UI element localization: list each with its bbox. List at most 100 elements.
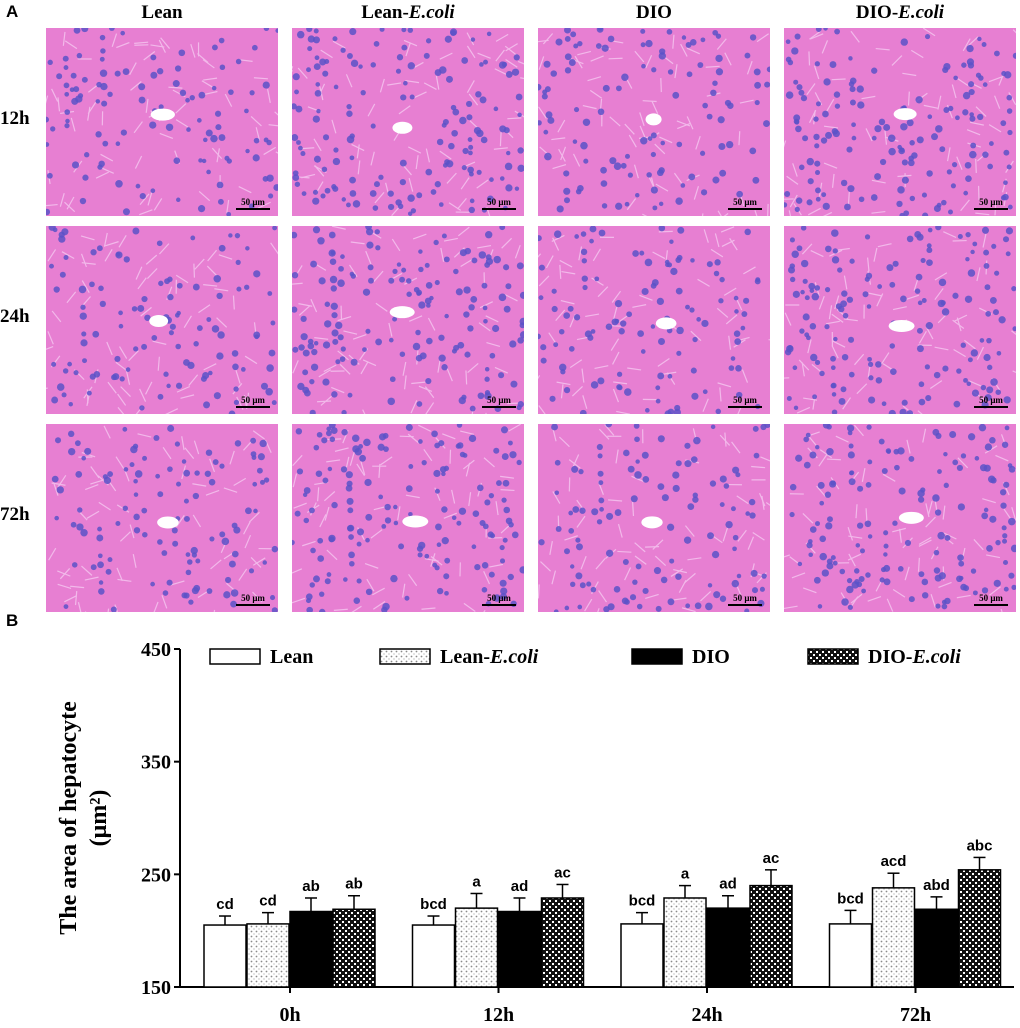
micrograph-72h-col2: 50 μm (292, 424, 524, 612)
legend-label-italic: E.coli (489, 646, 539, 668)
tissue-section (292, 226, 524, 414)
significance-label: ac (763, 850, 780, 867)
significance-label: abc (967, 837, 993, 854)
bar (411, 924, 456, 988)
micrograph-72h-col4: 50 μm (784, 424, 1016, 612)
bar (620, 923, 664, 988)
scale-bar-label: 50 μm (979, 197, 1003, 207)
significance-label: bcd (837, 890, 864, 907)
scale-bar-line (236, 406, 270, 408)
micrograph-12h-col1: 50 μm (46, 28, 278, 216)
scale-bar-label: 50 μm (241, 395, 265, 405)
tissue-section (784, 424, 1016, 612)
chart-legend: Lean Lean-E.coli DIO DIO-E.coli (209, 646, 961, 668)
tissue-section (538, 424, 770, 612)
scale-bar: 50 μm (974, 395, 1008, 408)
micrograph-72h-col1: 50 μm (46, 424, 278, 612)
legend-swatch (209, 648, 261, 665)
scale-bar-label: 50 μm (487, 593, 511, 603)
column-header-lean-ecoli: Lean-E.coli (361, 2, 455, 23)
scale-bar: 50 μm (236, 593, 270, 606)
tissue-section (538, 226, 770, 414)
significance-label: a (681, 866, 690, 883)
x-tick-label: 0h (279, 1004, 300, 1026)
scale-bar: 50 μm (482, 197, 516, 210)
scale-bar-line (482, 604, 516, 606)
scale-bar: 50 μm (974, 197, 1008, 210)
tissue-section (46, 226, 278, 414)
bar (871, 887, 916, 988)
legend-label-main: DIO- (868, 646, 912, 668)
bar (246, 923, 290, 988)
y-axis-title: The area of hepatocyte (56, 701, 82, 935)
scale-bar-label: 50 μm (241, 593, 265, 603)
scale-bar-line (974, 406, 1008, 408)
row-label-72h: 72h (0, 504, 30, 525)
legend-label: DIO-E.coli (868, 646, 961, 668)
x-tick-label: 24h (691, 1004, 722, 1026)
significance-label: acd (881, 853, 907, 870)
row-label-24h: 24h (0, 306, 30, 327)
significance-label: ab (302, 878, 320, 895)
scale-bar: 50 μm (236, 395, 270, 408)
legend-swatch (379, 648, 431, 665)
scale-bar-label: 50 μm (487, 395, 511, 405)
scale-bar: 50 μm (236, 197, 270, 210)
micrograph-24h-col2: 50 μm (292, 226, 524, 414)
y-tick-label: 150 (141, 977, 171, 999)
legend-label: Lean (270, 646, 313, 668)
significance-label: cd (259, 893, 277, 910)
scale-bar: 50 μm (728, 197, 762, 210)
micrograph-24h-col4: 50 μm (784, 226, 1016, 414)
bar (957, 869, 1002, 988)
micrograph-12h-col3: 50 μm (538, 28, 770, 216)
bar (454, 907, 499, 988)
panel-a-label: A (6, 2, 19, 21)
scale-bar: 50 μm (482, 593, 516, 606)
scale-bar: 50 μm (728, 593, 762, 606)
bar (497, 910, 542, 988)
legend-label: Lean-E.coli (440, 646, 539, 668)
scale-bar-label: 50 μm (979, 593, 1003, 603)
scale-bar-label: 50 μm (241, 197, 265, 207)
legend-label-italic: E.coli (911, 646, 961, 668)
tissue-section (46, 28, 278, 216)
scale-bar-label: 50 μm (733, 593, 757, 603)
tissue-section (784, 226, 1016, 414)
scale-bar-line (728, 208, 762, 210)
scale-bar-line (236, 208, 270, 210)
significance-label: ab (345, 876, 363, 893)
scale-bar-line (728, 604, 762, 606)
scale-bar-label: 50 μm (733, 197, 757, 207)
significance-label: bcd (420, 896, 447, 913)
bar (332, 908, 376, 988)
significance-label: ad (511, 878, 529, 895)
significance-label: abd (923, 877, 950, 894)
legend-swatch (631, 648, 683, 665)
micrograph-12h-col4: 50 μm (784, 28, 1016, 216)
legend-swatch (807, 648, 859, 665)
bar (663, 897, 707, 988)
micrograph-12h-col2: 50 μm (292, 28, 524, 216)
scale-bar-line (236, 604, 270, 606)
scale-bar-line (974, 208, 1008, 210)
y-tick-label: 250 (141, 864, 171, 886)
bar (540, 897, 585, 988)
bar (914, 908, 959, 988)
legend-label: DIO (692, 646, 730, 668)
bar (706, 907, 750, 988)
significance-label: ad (719, 876, 737, 893)
column-header-lean: Lean (141, 2, 183, 23)
tissue-section (784, 28, 1016, 216)
column-header-dio-ecoli: DIO-E.coli (855, 2, 945, 23)
tissue-section (46, 424, 278, 612)
micrograph-72h-col3: 50 μm (538, 424, 770, 612)
bar (203, 924, 247, 988)
significance-label: a (472, 873, 481, 890)
bar (749, 884, 793, 988)
column-header-dio: DIO (636, 2, 672, 23)
legend-label-main: Lean (270, 646, 313, 668)
row-label-12h: 12h (0, 108, 30, 129)
scale-bar-line (482, 406, 516, 408)
scale-bar: 50 μm (482, 395, 516, 408)
